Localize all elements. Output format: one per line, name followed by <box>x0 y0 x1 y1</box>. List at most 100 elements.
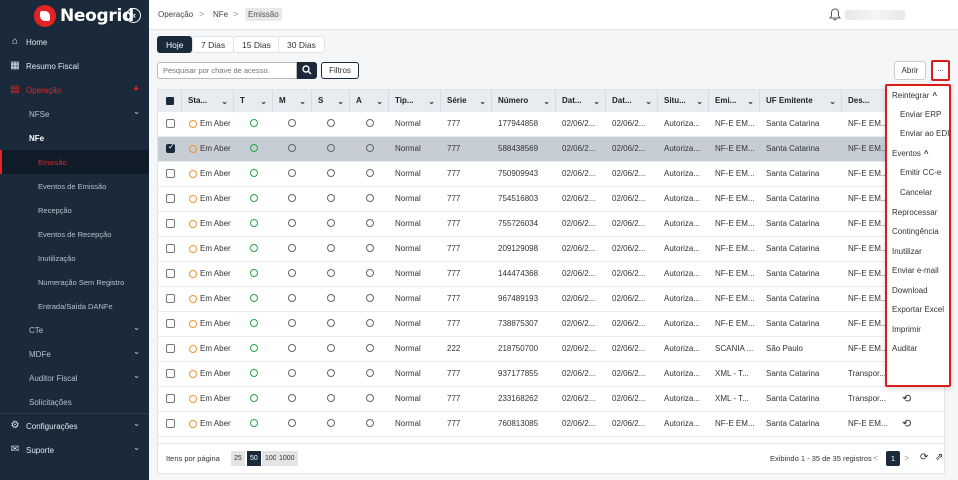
col-uf-emitente[interactable]: UF Emitente ⌄ <box>760 90 842 112</box>
table-row[interactable]: Em Aber Normal 777 937177855 02/06/2... 02/06… <box>158 362 944 387</box>
row-checkbox[interactable] <box>166 394 175 403</box>
per-page-50[interactable]: 50 <box>247 451 261 466</box>
row-checkbox[interactable] <box>166 419 175 428</box>
table-row[interactable]: Em Aber Normal 777 233168262 02/06/2... 02/06… <box>158 387 944 412</box>
col-destinatario[interactable]: Des... <box>842 90 944 112</box>
row-checkbox[interactable] <box>166 244 175 253</box>
tab-30-dias[interactable]: 30 Dias <box>278 36 325 53</box>
search-input[interactable] <box>157 62 297 79</box>
tab-15-dias[interactable]: 15 Dias <box>233 36 280 53</box>
breadcrumb-nfe[interactable]: NFe <box>213 10 229 19</box>
menu-auditar[interactable]: Auditar <box>892 344 918 353</box>
row-checkbox[interactable] <box>166 294 175 303</box>
history-icon[interactable]: ⟲ <box>902 418 912 430</box>
next-page-button[interactable]: > <box>904 453 910 463</box>
tab-hoje[interactable]: Hoje <box>157 36 193 53</box>
uf-emitente-cell: Santa Catarina <box>766 294 820 303</box>
table-row[interactable]: Em Aber Normal 777 760813085 02/06/2... 02/06… <box>158 412 944 437</box>
col-situacao[interactable]: Situ... ⌄ <box>658 90 709 112</box>
menu-enviar-erp[interactable]: Enviar ERP <box>900 110 942 119</box>
row-checkbox[interactable] <box>166 142 175 153</box>
menu-contingencia[interactable]: Contingência <box>892 227 939 236</box>
table-row[interactable]: Em Aber Normal 222 218750700 02/06/2... 02/06… <box>158 337 944 362</box>
row-checkbox[interactable] <box>166 319 175 328</box>
table-row[interactable]: Em Aber Normal 777 144474368 02/06/2... 02/06… <box>158 262 944 287</box>
row-checkbox[interactable] <box>166 369 175 378</box>
row-checkbox[interactable] <box>166 344 175 353</box>
sidebar-item-cte[interactable]: CTe ⌄ <box>0 318 149 342</box>
bell-icon[interactable] <box>829 8 841 21</box>
menu-inutilizar[interactable]: Inutilizar <box>892 247 922 256</box>
menu-imprimir[interactable]: Imprimir <box>892 325 921 334</box>
table-row[interactable]: Em Aber Normal 777 209129098 02/06/2... 02/06… <box>158 237 944 262</box>
refresh-icon[interactable]: ⟳ <box>920 452 929 463</box>
col-data-2[interactable]: Dat... ⌄ <box>606 90 658 112</box>
row-checkbox[interactable] <box>166 119 175 128</box>
menu-emitir-cce[interactable]: Emitir CC-e <box>900 168 942 177</box>
col-numero[interactable]: Número ⌄ <box>492 90 556 112</box>
select-all-checkbox[interactable] <box>158 90 182 112</box>
col-status[interactable]: Sta... ⌄ <box>182 90 234 112</box>
col-emitente[interactable]: Emi... ⌄ <box>709 90 760 112</box>
row-checkbox[interactable] <box>166 169 175 178</box>
breadcrumb-operacao[interactable]: Operação <box>158 10 194 19</box>
col-t[interactable]: T ⌄ <box>234 90 273 112</box>
sidebar-item-nfe[interactable]: NFe <box>0 126 149 150</box>
col-serie[interactable]: Série ⌄ <box>441 90 492 112</box>
more-actions-button[interactable]: ... <box>931 60 950 81</box>
col-data-1[interactable]: Dat... ⌄ <box>556 90 606 112</box>
sidebar-item-mdfe[interactable]: MDFe ⌄ <box>0 342 149 366</box>
menu-reintegrar[interactable]: Reintegrar ^ <box>887 86 949 105</box>
sidebar-item-eventos-recepcao[interactable]: Eventos de Recepção <box>0 222 149 246</box>
row-checkbox[interactable] <box>166 269 175 278</box>
sidebar-item-recepcao[interactable]: Recepção <box>0 198 149 222</box>
table-row[interactable]: Em Aber Normal 777 754516803 02/06/2... 02/06… <box>158 187 944 212</box>
col-a[interactable]: A ⌄ <box>350 90 389 112</box>
table-row[interactable]: Em Aber Normal 777 177944858 02/06/2... 02/06… <box>158 112 944 137</box>
table-row[interactable]: Em Aber Normal 777 750909943 02/06/2... 02/06… <box>158 162 944 187</box>
sidebar-item-emissao[interactable]: Emissão <box>0 150 149 174</box>
prev-page-button[interactable]: < <box>873 453 879 463</box>
sidebar-item-eventos-emissao[interactable]: Eventos de Emissão <box>0 174 149 198</box>
sidebar-item-nfse[interactable]: NFSe ⌄ <box>0 102 149 126</box>
per-page-1000[interactable]: 1000 <box>276 451 298 466</box>
tab-7-dias[interactable]: 7 Dias <box>192 36 235 53</box>
sidebar-item-auditor-fiscal[interactable]: Auditor Fiscal ⌄ <box>0 366 149 390</box>
chevron-down-icon: ⌄ <box>645 97 652 106</box>
menu-reprocessar[interactable]: Reprocessar <box>892 208 938 217</box>
page-1-button[interactable]: 1 <box>886 451 900 466</box>
sidebar-item-configuracoes[interactable]: ⚙ Configurações ⌄ <box>0 414 149 438</box>
history-icon[interactable]: ⟲ <box>902 393 912 405</box>
sidebar-item-entrada-saida-danfe[interactable]: Entrada/Saída DANFe <box>0 294 149 318</box>
menu-eventos[interactable]: Eventos ^ <box>887 144 949 163</box>
open-button[interactable]: Abrir <box>894 61 926 80</box>
col-m[interactable]: M ⌄ <box>273 90 312 112</box>
menu-enviar-email[interactable]: Enviar e-mail <box>892 266 939 275</box>
per-page-100[interactable]: 100 <box>262 451 280 466</box>
per-page-25[interactable]: 25 <box>231 451 245 466</box>
table-row[interactable]: Em Aber Normal 777 755726034 02/06/2... 02/06… <box>158 212 944 237</box>
search-button[interactable] <box>297 62 317 79</box>
sidebar-item-resumo-fiscal[interactable]: ▦ Resumo Fiscal <box>0 54 149 78</box>
table-row[interactable]: Em Aber Normal 777 738875307 02/06/2... 02/06… <box>158 312 944 337</box>
sidebar-item-numeracao-sem-registro[interactable]: Numeração Sem Registro <box>0 270 149 294</box>
menu-cancelar[interactable]: Cancelar <box>900 188 933 197</box>
collapse-sidebar-button[interactable]: « <box>126 8 141 23</box>
table-row[interactable]: Em Aber Normal 777 967489193 02/06/2... 02/06… <box>158 287 944 312</box>
table-row[interactable]: Em Aber Normal 777 588438569 02/06/2... 02/06… <box>158 137 944 162</box>
sidebar-item-suporte[interactable]: ✉ Suporte ⌄ <box>0 438 149 462</box>
menu-enviar-edi[interactable]: Enviar ao EDI <box>900 129 950 138</box>
sidebar-item-home[interactable]: ⌂ Home <box>0 30 149 54</box>
user-menu[interactable] <box>845 10 905 20</box>
share-icon[interactable]: ⇗ <box>935 452 944 463</box>
col-s[interactable]: S ⌄ <box>312 90 350 112</box>
row-checkbox[interactable] <box>166 194 175 203</box>
filters-button[interactable]: Filtros <box>321 62 359 79</box>
sidebar-item-operacao[interactable]: ▤ Operação ▲ <box>0 78 149 102</box>
col-tipo[interactable]: Tip... ⌄ <box>389 90 441 112</box>
row-checkbox[interactable] <box>166 219 175 228</box>
menu-exportar-excel[interactable]: Exportar Excel <box>892 305 945 314</box>
sidebar-item-solicitacoes[interactable]: Solicitações <box>0 390 149 414</box>
sidebar-item-inutilizacao[interactable]: Inutilização <box>0 246 149 270</box>
menu-download[interactable]: Download <box>892 286 928 295</box>
